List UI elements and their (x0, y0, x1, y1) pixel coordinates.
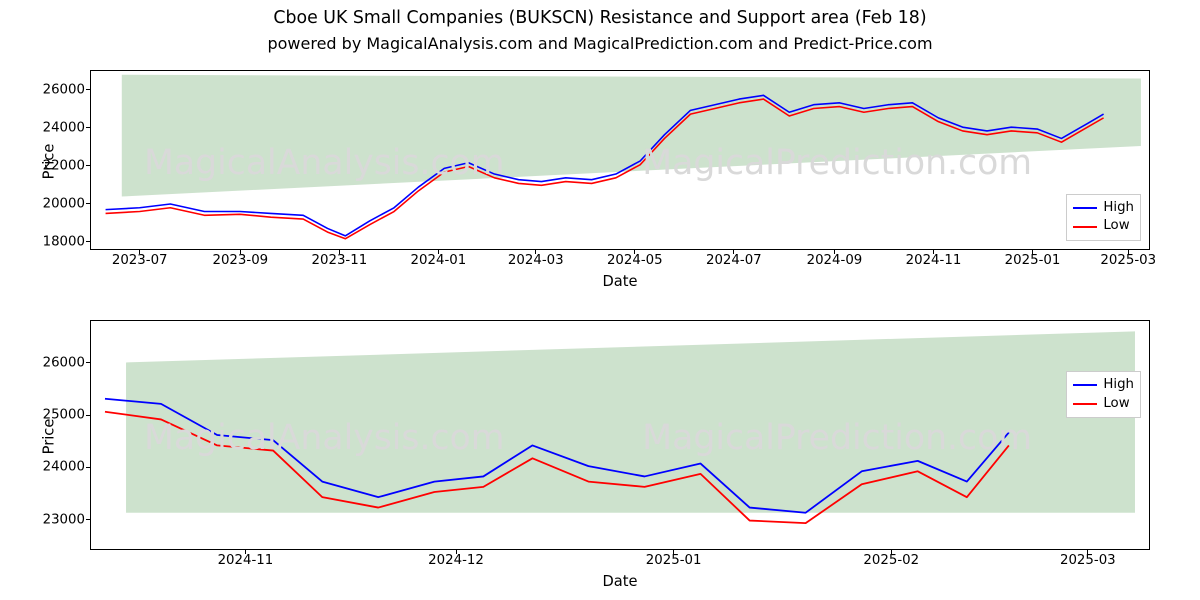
y-tick-label: 18000 (43, 234, 91, 249)
y-tick-label: 24000 (43, 460, 91, 475)
legend: High Low (1066, 194, 1141, 241)
x-tick-label: 2025-01 (1005, 249, 1061, 268)
x-tick-label: 2024-07 (706, 249, 762, 268)
chart-svg-bottom (91, 321, 1149, 549)
panel-top: MagicalAnalysis.com MagicalPrediction.co… (90, 70, 1150, 250)
legend-label: High (1103, 199, 1134, 218)
x-tick-label: 2025-01 (646, 549, 702, 568)
legend-item-low: Low (1073, 395, 1134, 414)
x-axis-label: Date (91, 573, 1149, 590)
x-tick-label: 2024-11 (218, 549, 274, 568)
x-axis-label: Date (91, 273, 1149, 290)
x-tick-label: 2024-05 (607, 249, 663, 268)
x-tick-label: 2024-11 (906, 249, 962, 268)
legend-label: Low (1103, 217, 1129, 236)
panel-bottom: MagicalAnalysis.com MagicalPrediction.co… (90, 320, 1150, 550)
legend-item-high: High (1073, 376, 1134, 395)
figure: Cboe UK Small Companies (BUKSCN) Resista… (0, 0, 1200, 600)
x-tick-label: 2024-01 (411, 249, 467, 268)
y-tick-label: 26000 (43, 355, 91, 370)
y-axis-label: Price (40, 419, 57, 455)
legend-item-low: Low (1073, 217, 1134, 236)
legend-label: Low (1103, 395, 1129, 414)
x-tick-label: 2024-12 (428, 549, 484, 568)
x-tick-label: 2023-07 (112, 249, 168, 268)
legend: High Low (1066, 371, 1141, 418)
chart-svg-top (91, 71, 1149, 249)
y-tick-label: 20000 (43, 196, 91, 211)
x-tick-label: 2025-03 (1060, 549, 1116, 568)
y-tick-label: 22000 (43, 158, 91, 173)
legend-swatch-low (1073, 226, 1097, 228)
x-tick-label: 2023-11 (312, 249, 368, 268)
legend-swatch-low (1073, 403, 1097, 405)
y-tick-label: 25000 (43, 408, 91, 423)
legend-item-high: High (1073, 199, 1134, 218)
y-tick-label: 24000 (43, 120, 91, 135)
legend-swatch-high (1073, 384, 1097, 386)
chart-subtitle: powered by MagicalAnalysis.com and Magic… (0, 34, 1200, 53)
y-tick-label: 23000 (43, 512, 91, 527)
x-tick-label: 2024-09 (807, 249, 863, 268)
y-tick-label: 26000 (43, 82, 91, 97)
x-tick-label: 2025-03 (1100, 249, 1156, 268)
legend-label: High (1103, 376, 1134, 395)
legend-swatch-high (1073, 207, 1097, 209)
chart-title: Cboe UK Small Companies (BUKSCN) Resista… (0, 8, 1200, 28)
x-tick-label: 2023-09 (212, 249, 268, 268)
x-tick-label: 2025-02 (863, 549, 919, 568)
x-tick-label: 2024-03 (508, 249, 564, 268)
